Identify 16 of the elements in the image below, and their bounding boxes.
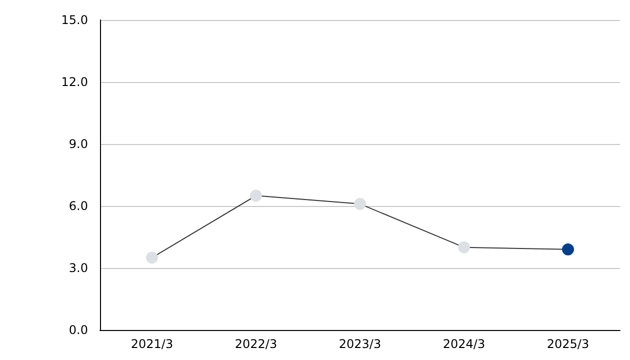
x-tick-label: 2022/3 [234, 337, 278, 351]
y-tick-label: 3.0 [68, 261, 88, 275]
x-tick-label: 2023/3 [338, 337, 382, 351]
x-tick-label: 2024/3 [442, 337, 486, 351]
point [354, 198, 366, 210]
point [146, 252, 158, 264]
y-tick-label: 9.0 [68, 137, 88, 151]
point [250, 190, 262, 202]
y-tick-label: 6.0 [68, 199, 88, 213]
point [562, 243, 574, 256]
y-tick-label: 15.0 [61, 13, 88, 27]
x-tick-label: 2025/3 [546, 337, 590, 351]
point [458, 241, 470, 254]
y-tick-label: 0.0 [68, 323, 88, 337]
x-tick-label: 2021/3 [130, 337, 174, 351]
y-tick-label: 12.0 [61, 75, 88, 89]
